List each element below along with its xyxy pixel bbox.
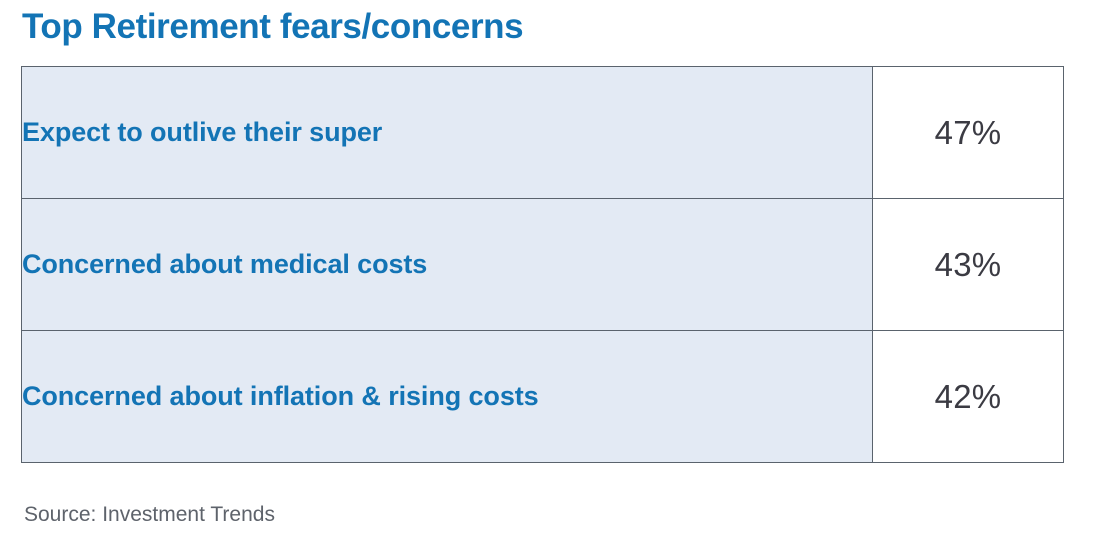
table-row: Concerned about inflation & rising costs… bbox=[21, 330, 1064, 463]
fear-label-cell: Concerned about inflation & rising costs bbox=[21, 330, 873, 463]
table-row: Concerned about medical costs 43% bbox=[21, 198, 1064, 331]
retirement-fears-table: Expect to outlive their super 47% Concer… bbox=[21, 66, 1064, 463]
fear-label-cell: Expect to outlive their super bbox=[21, 66, 873, 199]
fear-label-cell: Concerned about medical costs bbox=[21, 198, 873, 331]
fear-percentage-cell: 42% bbox=[872, 330, 1064, 463]
page-title: Top Retirement fears/concerns bbox=[22, 7, 524, 46]
fear-percentage-cell: 43% bbox=[872, 198, 1064, 331]
source-attribution: Source: Investment Trends bbox=[24, 503, 275, 526]
table-row: Expect to outlive their super 47% bbox=[21, 66, 1064, 199]
table-body: Expect to outlive their super 47% Concer… bbox=[21, 66, 1064, 463]
fear-percentage-cell: 47% bbox=[872, 66, 1064, 199]
